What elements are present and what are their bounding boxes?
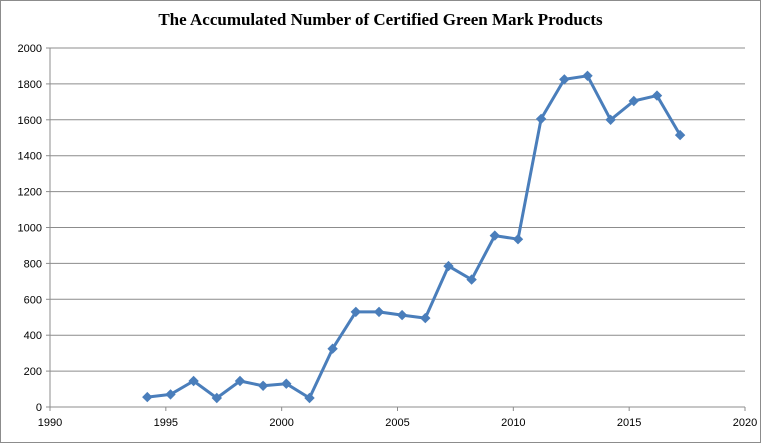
y-tick-label-0: 0	[36, 402, 42, 414]
data-point-2015.2	[628, 95, 640, 107]
x-tick-label-1990: 1990	[38, 417, 62, 429]
data-point-2001.2	[304, 392, 315, 404]
data-point-2007.2	[443, 260, 454, 272]
x-tick-label-1995: 1995	[154, 417, 178, 429]
x-tick-label-2005: 2005	[385, 417, 409, 429]
data-point-1995.2	[165, 389, 176, 400]
data-point-2011.2	[535, 113, 547, 125]
data-point-2002.2	[327, 343, 338, 354]
series-group	[142, 70, 686, 404]
data-point-2004.2	[373, 306, 385, 318]
y-tick-label-1400: 1400	[18, 151, 42, 163]
x-tick-label-2015: 2015	[617, 417, 641, 429]
data-point-2014.2	[605, 114, 616, 126]
data-point-1997.2	[211, 392, 223, 404]
data-point-2012.2	[559, 74, 570, 85]
y-tick-label-1200: 1200	[18, 187, 42, 199]
data-point-1996.2	[188, 375, 199, 387]
y-tick-label-200: 200	[24, 366, 42, 378]
x-axis-ticks: 1990 1995 2000 2005 2010 2015 2020	[38, 407, 757, 429]
data-point-1999.2	[257, 380, 269, 392]
x-tick-label-2010: 2010	[501, 417, 525, 429]
data-point-2009.2	[489, 230, 501, 241]
chart-title: The Accumulated Number of Certified Gree…	[158, 10, 603, 29]
y-tick-label-1800: 1800	[18, 79, 42, 91]
series-line-0	[147, 74, 682, 400]
y-axis-ticks: 0 200 400 600 800 1000 1200 1400 1600 1800 2000	[18, 43, 50, 414]
y-tick-label-2000: 2000	[18, 43, 42, 55]
y-tick-label-800: 800	[24, 258, 42, 270]
data-point-2017.2	[674, 129, 686, 141]
data-point-1998.2	[234, 375, 246, 387]
data-point-2005.2	[396, 309, 408, 321]
data-point-2016.2	[651, 90, 663, 101]
y-tick-label-1000: 1000	[18, 223, 42, 235]
x-tick-label-2020: 2020	[733, 417, 757, 429]
y-tick-label-1600: 1600	[18, 115, 42, 127]
x-tick-label-2000: 2000	[269, 417, 293, 429]
data-point-2008.2	[466, 274, 477, 285]
y-tick-label-400: 400	[24, 330, 42, 342]
grid-lines	[50, 47, 745, 372]
data-point-2003.2	[350, 306, 362, 318]
data-point-2013.2	[582, 70, 593, 82]
data-point-2010.2	[512, 233, 524, 245]
data-point-1994.2	[142, 391, 153, 403]
data-point-2006.2	[420, 312, 431, 324]
y-tick-label-600: 600	[24, 294, 42, 306]
data-point-2000.2	[281, 378, 292, 389]
